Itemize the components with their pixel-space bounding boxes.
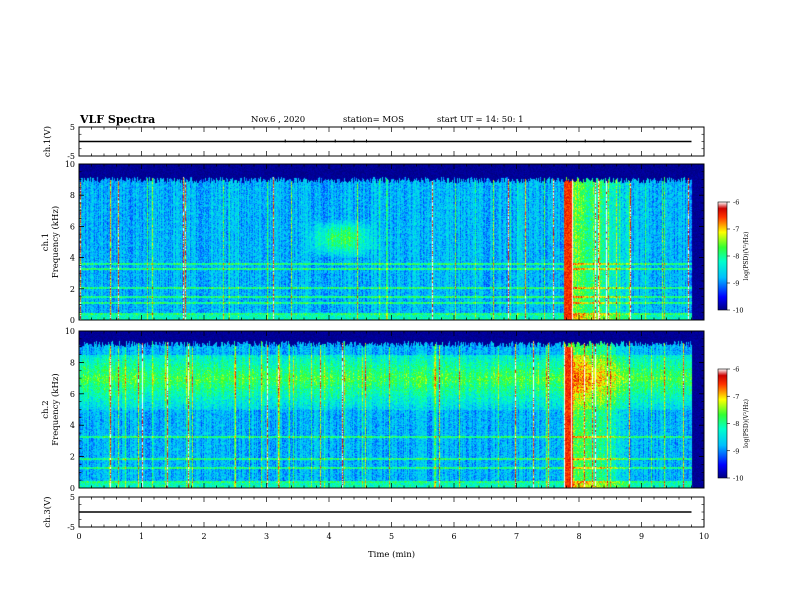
y-tick-label: 4 [70,421,75,430]
colorbar-ch1-spectrogram [717,201,728,311]
y-tick-label: -5 [67,523,75,532]
x-tick-label: 3 [264,532,269,541]
colorbar-tick-label: -10 [733,475,743,483]
y-tick-label: 0 [70,484,75,493]
x-tick-label: 9 [639,532,644,541]
spectrogram-image-ch2-spectrogram [79,331,704,488]
y-axis-label: Frequency (kHz) [50,373,61,445]
y-tick-label: 5 [70,123,75,132]
y-axis-label: Frequency (kHz) [50,206,61,278]
x-tick-label: 6 [451,532,456,541]
x-tick-label: 2 [201,532,206,541]
colorbar-label: log(PSD)(V²/Hz) [743,399,750,448]
x-axis-label: Time (min) [368,549,415,560]
x-tick-label: 1 [139,532,144,541]
colorbar-tick-label: -6 [733,199,739,207]
colorbar-tick-label: -9 [733,280,739,288]
x-tick-label: 8 [576,532,581,541]
y-tick-label: 8 [70,191,75,200]
y-tick-label: 2 [70,453,75,462]
y-tick-label: 5 [70,493,75,502]
colorbar-tick-label: -8 [733,420,739,428]
x-tick-label: 5 [389,532,394,541]
y-tick-label: 2 [70,285,75,294]
y-tick-label: 6 [70,390,75,399]
station-label: station= MOS [343,115,404,125]
y-tick-label: 10 [65,160,75,169]
y-tick-label: 0 [70,316,75,325]
x-tick-label: 4 [326,532,331,541]
colorbar-tick-label: -7 [733,393,739,401]
spectrogram-image-ch1-spectrogram [79,164,704,320]
y-axis-label: ch.1(V) [42,126,53,157]
colorbar-tick-label: -10 [733,307,743,315]
x-tick-label: 7 [514,532,519,541]
y-tick-label: 8 [70,358,75,367]
y-tick-label: 10 [65,327,75,336]
colorbar-tick-label: -6 [733,366,739,374]
start-time-label: start UT = 14: 50: 1 [437,115,524,125]
y-axis-label: ch.2 [41,400,51,418]
colorbar-label: log(PSD)(V²/Hz) [743,232,750,281]
y-tick-label: 4 [70,254,75,263]
y-axis-label: ch.1 [41,233,51,251]
colorbar-tick-label: -9 [733,447,739,455]
chart-title: VLF Spectra [80,113,156,126]
colorbar-tick-label: -8 [733,253,739,261]
x-tick-label: 10 [699,532,709,541]
date-label: Nov.6 , 2020 [251,115,306,125]
y-tick-label: 6 [70,222,75,231]
x-tick-label: 0 [76,532,81,541]
colorbar-tick-label: -7 [733,226,739,234]
colorbar-ch2-spectrogram [717,368,728,479]
y-tick-label: -5 [67,152,75,161]
y-axis-label: ch.3(V) [42,496,53,527]
